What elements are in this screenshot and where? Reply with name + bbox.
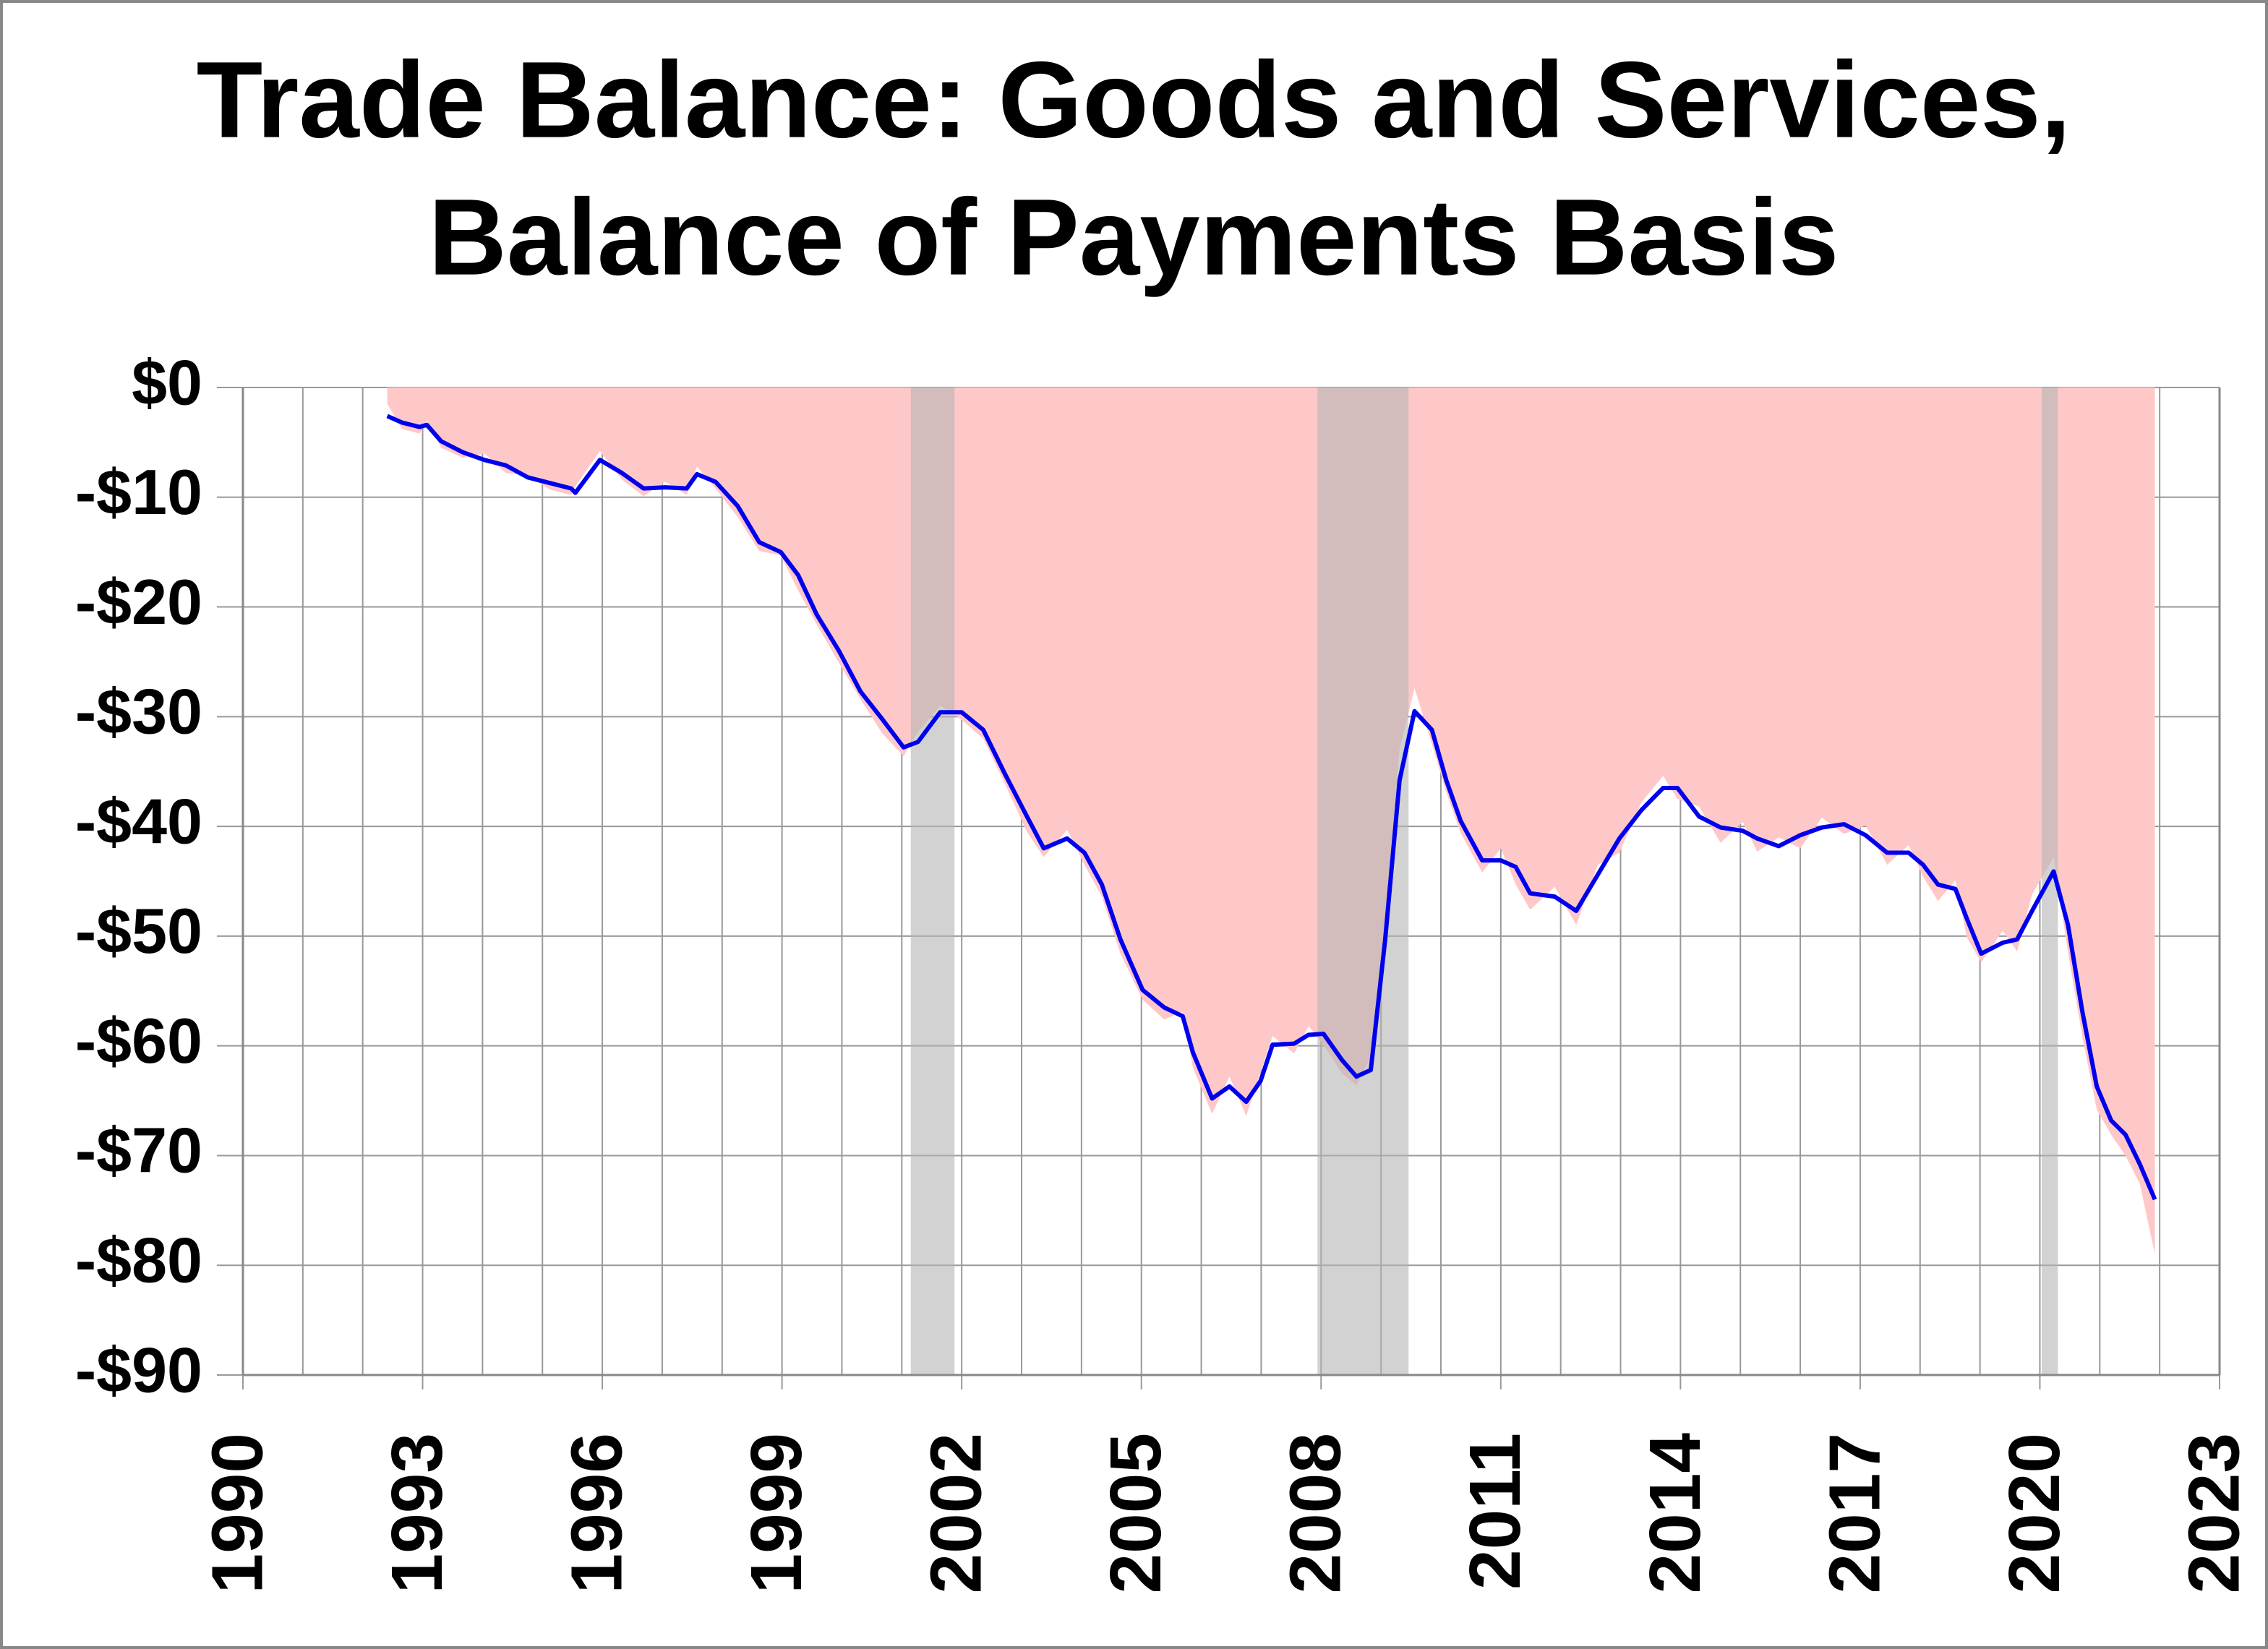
x-tick-label: 2023 <box>2173 1433 2254 1593</box>
y-tick-label: -$10 <box>75 456 202 528</box>
recession-band <box>910 387 955 1375</box>
y-tick-label: -$40 <box>75 785 202 857</box>
y-tick-label: $0 <box>132 346 202 418</box>
x-tick-label: 2014 <box>1635 1433 1716 1594</box>
x-tick-label: 2011 <box>1455 1433 1536 1590</box>
x-tick-label: 1999 <box>736 1433 817 1593</box>
line <box>386 414 2157 1201</box>
y-tick-label: -$60 <box>75 1005 202 1076</box>
y-tick-label: -$50 <box>75 895 202 967</box>
chart-title: Balance of Payments Basis <box>429 176 1839 298</box>
y-tick-label: -$70 <box>75 1115 202 1186</box>
x-tick-label: 1996 <box>557 1433 638 1593</box>
recession-band <box>1317 387 1409 1375</box>
x-tick-label: 2008 <box>1275 1433 1356 1593</box>
x-tick-label: 1990 <box>197 1433 278 1593</box>
y-tick-label: -$20 <box>75 566 202 638</box>
x-tick-label: 2005 <box>1095 1433 1176 1593</box>
chart-title: Trade Balance: Goods and Services, <box>197 39 2071 160</box>
y-tick-label: -$90 <box>75 1334 202 1405</box>
x-tick-label: 1993 <box>377 1433 458 1593</box>
y-tick-label: -$30 <box>75 676 202 748</box>
area <box>387 387 2155 1255</box>
y-tick-label: -$80 <box>75 1224 202 1295</box>
x-tick-label: 2002 <box>916 1433 997 1593</box>
x-tick-label: 2020 <box>1994 1433 2075 1593</box>
x-tick-label: 2017 <box>1814 1433 1895 1593</box>
